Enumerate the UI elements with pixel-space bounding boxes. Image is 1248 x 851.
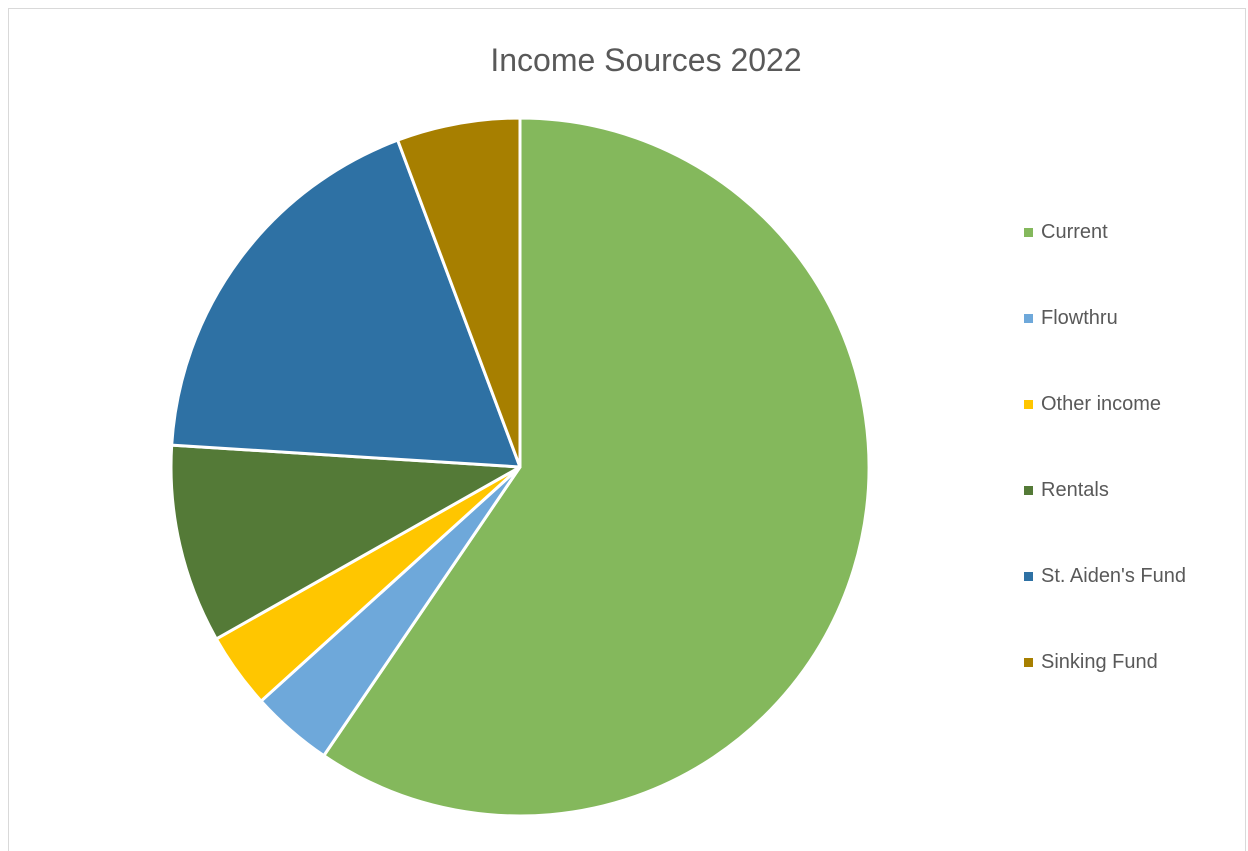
legend-label: Flowthru	[1041, 306, 1118, 329]
legend-item: Other income	[1024, 392, 1161, 416]
legend-label: Sinking Fund	[1041, 650, 1158, 673]
pie-slice-sinking-fund	[396, 116, 522, 469]
legend-item: Rentals	[1024, 478, 1109, 502]
legend-swatch	[1024, 657, 1033, 667]
legend-swatch	[1024, 399, 1033, 409]
legend-swatch	[1024, 313, 1033, 323]
pie-slice-st-aiden-s-fund	[170, 138, 522, 469]
legend-item: Sinking Fund	[1024, 650, 1158, 674]
legend-swatch	[1024, 571, 1033, 581]
legend-label: Rentals	[1041, 478, 1109, 501]
chart-title: Income Sources 2022	[490, 42, 802, 78]
legend-item: St. Aiden's Fund	[1024, 564, 1186, 588]
pie-slice-current	[322, 116, 871, 818]
legend-item: Current	[1024, 220, 1108, 244]
pie-slice-rentals	[169, 443, 522, 641]
legend-swatch	[1024, 485, 1033, 495]
legend-label: St. Aiden's Fund	[1041, 564, 1187, 587]
legend-item: Flowthru	[1024, 306, 1118, 330]
legend-label: Other income	[1041, 392, 1162, 415]
legend-label: Current	[1041, 220, 1108, 243]
legend-swatch	[1024, 227, 1033, 237]
